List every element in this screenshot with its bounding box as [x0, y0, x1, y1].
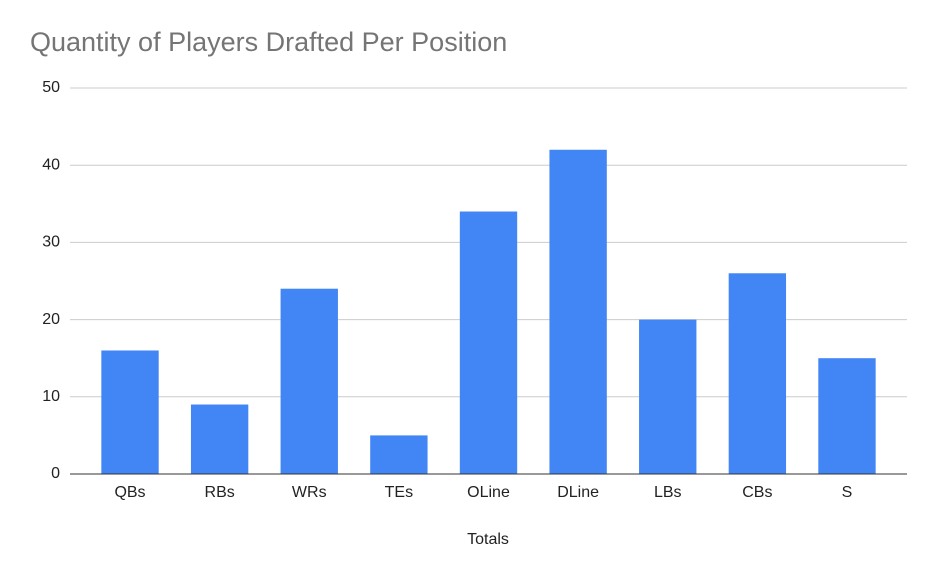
x-tick-label: LBs [654, 484, 682, 501]
y-tick-label: 40 [42, 156, 60, 173]
x-tick-label: QBs [114, 484, 145, 501]
bar [549, 149, 607, 474]
x-tick-label: TEs [385, 484, 413, 501]
bar [101, 350, 159, 474]
y-tick-label: 30 [42, 234, 60, 251]
bar [280, 288, 338, 474]
x-tick-label: OLine [467, 484, 510, 501]
y-tick-label: 20 [42, 311, 60, 328]
y-tick-label: 50 [42, 79, 60, 96]
bar [728, 273, 787, 474]
x-tick-label: S [842, 484, 853, 501]
x-tick-label: WRs [292, 484, 327, 501]
chart-title: Quantity of Players Drafted Per Position [30, 27, 507, 57]
y-tick-label: 0 [51, 465, 60, 482]
bar [190, 404, 249, 474]
bar [639, 319, 697, 474]
bar [459, 211, 518, 474]
y-tick-label: 10 [42, 388, 60, 405]
x-tick-label: DLine [557, 484, 599, 501]
bar [370, 435, 428, 474]
bar [818, 358, 876, 474]
x-tick-label: CBs [742, 484, 772, 501]
x-tick-label: RBs [205, 484, 235, 501]
x-axis-label: Totals [467, 531, 509, 548]
